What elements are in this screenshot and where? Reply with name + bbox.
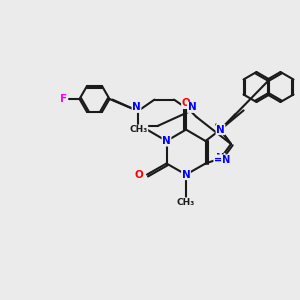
Text: N: N — [188, 102, 196, 112]
Text: F: F — [60, 94, 68, 104]
Text: CH₃: CH₃ — [130, 125, 148, 134]
Text: O: O — [182, 98, 190, 109]
Text: N: N — [162, 136, 171, 146]
Text: O: O — [134, 169, 143, 180]
Text: N: N — [182, 169, 190, 180]
Text: =N: =N — [214, 155, 230, 165]
Text: N: N — [216, 153, 225, 164]
Text: N: N — [216, 124, 225, 135]
Text: N: N — [132, 102, 141, 112]
Text: CH₃: CH₃ — [177, 198, 195, 207]
